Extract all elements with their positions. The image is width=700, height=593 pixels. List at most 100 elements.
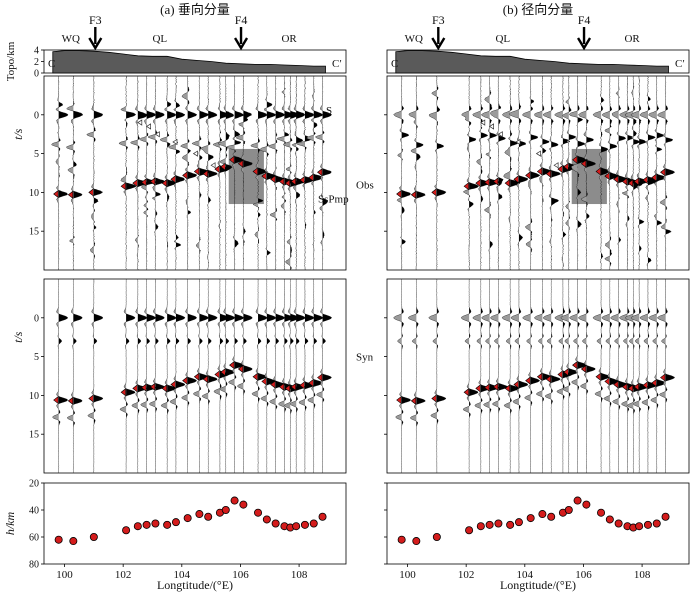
fault-label-f4: F4 — [578, 13, 591, 27]
trace-line — [630, 279, 649, 473]
trace-line — [316, 279, 332, 473]
trace-negative-fill — [408, 279, 417, 473]
moho-depth-point — [643, 520, 652, 529]
trace-negative-fill — [522, 76, 531, 270]
trace-line — [393, 279, 411, 473]
trace-negative-fill — [180, 76, 188, 270]
depth-frame — [386, 482, 690, 565]
moho-depth-point — [432, 533, 441, 542]
trace-line — [168, 76, 186, 270]
x-tick-label: 100 — [399, 569, 416, 581]
trace-negative-fill — [472, 76, 481, 270]
sspmp-marker — [396, 395, 402, 405]
sspmp-marker — [595, 372, 601, 381]
sspmp-marker — [431, 394, 437, 403]
trace-line — [66, 76, 83, 270]
trace-positive-fill — [258, 76, 268, 270]
moho-depth-point — [163, 520, 172, 529]
sspmp-marker — [237, 159, 244, 168]
trace-line — [259, 76, 277, 270]
sspmp-marker — [545, 169, 551, 178]
trace-positive-fill — [542, 76, 552, 270]
trace-positive-fill — [665, 279, 675, 473]
sspmp-marker — [492, 177, 499, 186]
trace-positive-fill — [322, 279, 332, 473]
topo-tick-label: 2 — [34, 57, 39, 68]
moho-depth-point — [506, 520, 515, 529]
sspmp-marker — [633, 382, 639, 391]
trace-negative-fill — [502, 76, 511, 270]
sspmp-marker — [193, 372, 200, 381]
trace-negative-fill — [534, 279, 543, 473]
sspmp-marker — [642, 381, 648, 390]
sspmp-marker — [53, 395, 59, 405]
depth-tick-label: 20 — [29, 479, 39, 490]
trace-positive-fill — [275, 279, 285, 473]
trace-negative-fill — [657, 76, 666, 270]
sspmp-marker — [627, 178, 634, 188]
trace-positive-fill — [304, 279, 314, 473]
trace-positive-fill — [258, 279, 267, 473]
trace-line — [610, 279, 628, 473]
sspmp-marker — [410, 190, 417, 199]
waveform-frame — [43, 75, 347, 271]
sspmp-marker — [463, 182, 469, 191]
trace-positive-fill — [146, 76, 156, 270]
sspmp-label: SsPmp — [318, 194, 349, 206]
s-arrival-marker — [137, 119, 143, 126]
trace-line — [250, 76, 268, 270]
trace-line — [149, 279, 165, 473]
trace-line — [648, 279, 666, 473]
time-tick-label: 0 — [34, 313, 39, 324]
depth-tick-label: 40 — [29, 506, 39, 517]
trace-negative-fill — [578, 279, 587, 473]
trace-negative-fill — [181, 279, 188, 473]
s-arrival-marker — [488, 123, 494, 130]
trace-positive-fill — [58, 279, 68, 473]
trace-negative-fill — [593, 279, 602, 473]
trace-line — [408, 279, 426, 473]
trace-negative-fill — [461, 76, 470, 270]
trace-positive-fill — [93, 279, 103, 473]
trace-line — [236, 76, 253, 270]
trace-positive-fill — [73, 76, 83, 270]
trace-positive-fill — [275, 76, 285, 270]
trace-negative-fill — [619, 76, 628, 270]
fault-label-f3: F3 — [432, 13, 445, 27]
trace-line — [226, 76, 245, 270]
profile-start-label: C — [391, 58, 398, 70]
sspmp-marker — [660, 168, 666, 177]
time-tick-label: 10 — [29, 391, 39, 402]
trace-negative-fill — [562, 76, 569, 270]
trace-line — [147, 76, 165, 270]
trace-positive-fill — [155, 76, 165, 270]
trace-positive-fill — [73, 279, 83, 473]
s-arrival-marker — [553, 162, 559, 169]
moho-depth-point — [262, 515, 271, 524]
sspmp-marker — [613, 175, 619, 184]
x-tick-label: 106 — [232, 569, 249, 581]
depth-tick-label: 80 — [29, 560, 39, 571]
sspmp-marker — [67, 396, 74, 405]
panel-radial: (b) 径向分量 WQ QL OR F3 F4 C C′ 100 102 104 106 108 Long… — [384, 2, 690, 592]
trace-line — [630, 76, 649, 270]
trace-negative-fill — [307, 279, 314, 473]
trace-positive-fill — [234, 76, 244, 270]
trace-line — [268, 76, 285, 270]
trace-negative-fill — [428, 279, 437, 473]
time-tick-label: 15 — [29, 227, 39, 238]
trace-line — [130, 76, 148, 270]
trace-positive-fill — [296, 279, 306, 473]
sspmp-marker — [220, 162, 226, 171]
trace-group — [393, 279, 675, 473]
sspmp-marker — [633, 177, 639, 186]
fault-label-f4: F4 — [235, 13, 248, 27]
trace-line — [481, 279, 499, 473]
trace-line — [502, 76, 521, 270]
trace-negative-fill — [554, 76, 563, 270]
obs-waveforms — [384, 75, 690, 271]
block-label-ql: QL — [495, 33, 510, 45]
trace-negative-fill — [236, 76, 244, 270]
sspmp-marker — [299, 381, 305, 390]
